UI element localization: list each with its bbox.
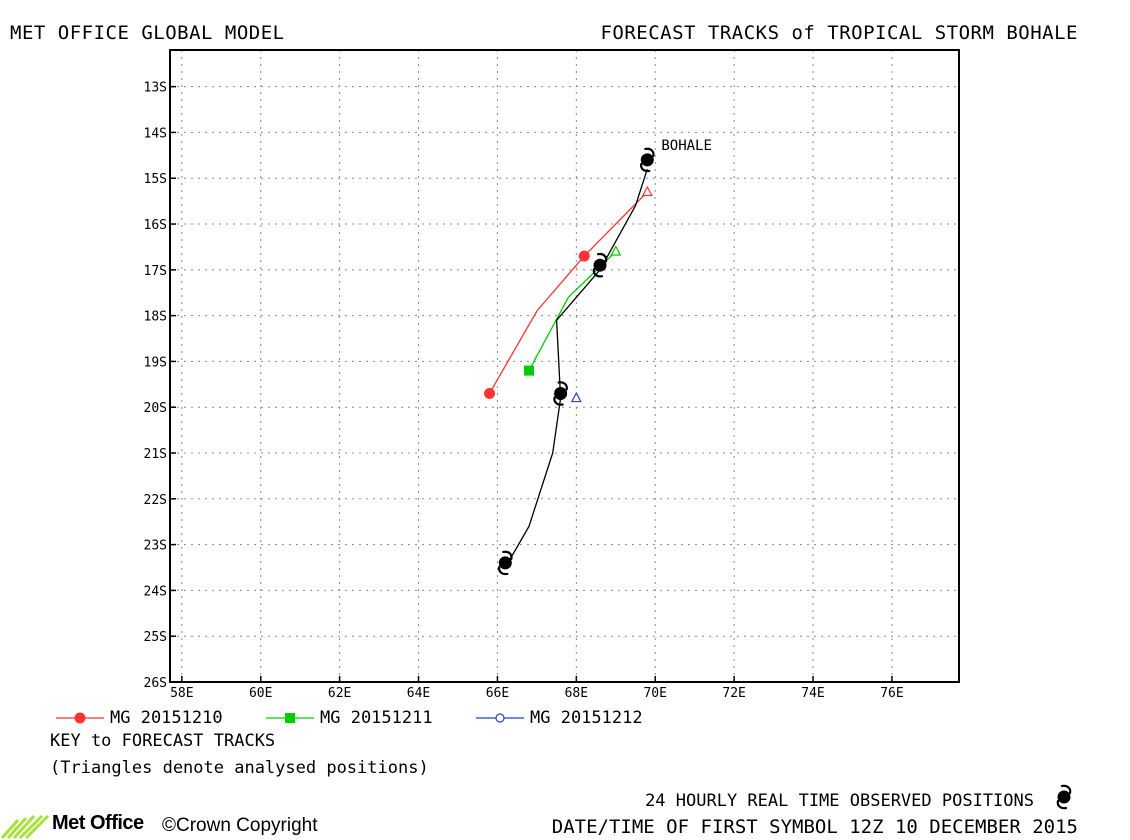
y-tick-label: 20S: [144, 401, 167, 416]
x-tick-label: 72E: [722, 686, 745, 700]
y-tick-label: 25S: [144, 630, 167, 645]
x-tick-label: 58E: [170, 686, 193, 700]
key-title: KEY to FORECAST TRACKS: [50, 731, 276, 751]
track-lines: [488, 168, 648, 568]
model-title: MET OFFICE GLOBAL MODEL: [10, 22, 285, 44]
forecast-marker-circle: [578, 250, 590, 262]
storm-symbol-core: [593, 258, 607, 272]
x-axis-ticks: 58E 60E 62E 64E 66E 68E 70E 72E 74E 76E: [170, 676, 904, 700]
grid-lines: [170, 50, 959, 682]
storm-symbol-tail: [592, 252, 608, 278]
met-office-logo-icon: [0, 814, 50, 840]
chart-title: FORECAST TRACKS of TROPICAL STORM BOHALE: [600, 22, 1078, 44]
plot-frame: [169, 49, 960, 683]
storm-symbol-tail: [640, 147, 655, 173]
y-tick-label: 15S: [144, 172, 167, 187]
analysed-position-triangle: [641, 185, 653, 197]
observed-storm-symbol-icon: [640, 147, 655, 173]
y-tick-label: 14S: [144, 126, 167, 141]
forecast-track-mg-20151210: [488, 191, 648, 394]
observed-storm-symbol-icon: [592, 252, 608, 278]
x-tick-label: 64E: [407, 686, 430, 700]
observed-storm-symbol-icon: [553, 381, 568, 406]
forecast-marker-circle: [484, 387, 496, 399]
logo-text: Met Office: [52, 812, 144, 834]
analysed-position-triangle: [570, 391, 582, 403]
x-tick-label: 60E: [249, 686, 272, 700]
y-tick-label: 26S: [144, 676, 167, 691]
legend-label: MG 20151211: [320, 708, 433, 728]
x-tick-label: 74E: [801, 686, 824, 700]
track-map-chart: 58E 60E 62E 64E 66E 68E 70E 72E 74E 76E 13S 14S 15S…: [144, 49, 960, 700]
observed-positions-label: 24 HOURLY REAL TIME OBSERVED POSITIONS: [645, 791, 1034, 811]
analysed-position-triangle: [610, 245, 622, 256]
y-tick-label: 13S: [144, 81, 167, 96]
storm-symbol-tail: [498, 550, 513, 576]
y-tick-label: 21S: [144, 447, 167, 462]
y-tick-label: 19S: [144, 355, 167, 370]
key-note: (Triangles denote analysed positions): [50, 758, 429, 778]
y-tick-label: 17S: [144, 264, 167, 279]
legend-swatch-blue-open-circle: [476, 713, 524, 723]
storm-symbol-tail: [553, 381, 568, 406]
first-symbol-datetime: DATE/TIME OF FIRST SYMBOL 12Z 10 DECEMBE…: [551, 816, 1078, 838]
observed-storm-symbol-icon: [498, 550, 513, 576]
observed-track-line: [504, 168, 648, 568]
y-tick-label: 23S: [144, 539, 167, 554]
x-tick-label: 76E: [880, 686, 903, 700]
storm-symbol-core: [640, 153, 654, 167]
y-tick-label: 16S: [144, 218, 167, 233]
x-tick-label: 70E: [643, 686, 666, 700]
storm-name-label: BOHALE: [661, 138, 712, 154]
storm-symbol-core: [498, 556, 512, 570]
x-tick-label: 66E: [486, 686, 509, 700]
y-tick-label: 18S: [144, 310, 167, 325]
copyright-notice: ©Crown Copyright: [162, 815, 318, 836]
storm-symbol-core: [554, 387, 568, 400]
y-tick-label: 22S: [144, 493, 167, 508]
x-tick-label: 68E: [565, 686, 588, 700]
x-tick-label: 62E: [328, 686, 351, 700]
legend-swatch-green-square: [266, 713, 314, 723]
y-axis-ticks: 13S 14S 15S 16S 17S 18S 19S 20S 21S 22S 23S 24S 25S 2…: [144, 81, 176, 691]
track-markers: [484, 147, 655, 576]
storm-symbol-icon: [1056, 784, 1072, 810]
legend-label: MG 20151210: [110, 708, 223, 728]
legend-swatch-red-circle: [56, 712, 104, 724]
y-tick-label: 24S: [144, 584, 167, 599]
forecast-marker-square: [523, 365, 534, 376]
legend-label: MG 20151212: [530, 708, 643, 728]
